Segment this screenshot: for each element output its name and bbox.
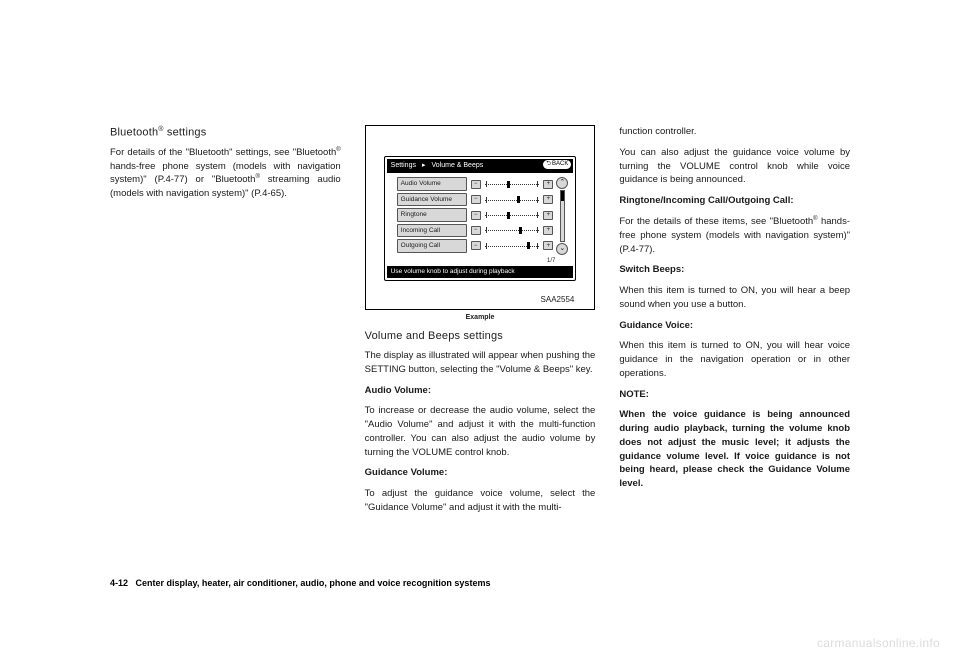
- menu-row: Audio Volume− +: [397, 177, 554, 190]
- scroll-up-button[interactable]: ⌃: [556, 177, 568, 189]
- column-1: Bluetooth® settings For details of the "…: [110, 125, 341, 565]
- menu-item-label[interactable]: Outgoing Call: [397, 239, 467, 252]
- increase-button[interactable]: +: [543, 211, 553, 220]
- audio-volume-body: To increase or decrease the audio volume…: [365, 404, 596, 459]
- scroll-down-button[interactable]: ⌄: [556, 243, 568, 255]
- menu-item-label[interactable]: Ringtone: [397, 208, 467, 221]
- bluetooth-settings-heading: Bluetooth® settings: [110, 125, 341, 142]
- watermark: carmanualsonline.info: [817, 636, 940, 650]
- back-button[interactable]: ⮌BACK: [543, 160, 571, 169]
- slider-track[interactable]: [485, 241, 540, 250]
- increase-button[interactable]: +: [543, 226, 553, 235]
- menu-rows: Audio Volume−+Guidance Volume−+Ringtone−…: [397, 177, 554, 254]
- slider-track[interactable]: [485, 226, 540, 235]
- back-arrow-icon: ⮌: [546, 160, 551, 169]
- menu-row: Incoming Call− +: [397, 224, 554, 237]
- menu-row: Outgoing Call− +: [397, 239, 554, 252]
- guidance-volume-cont2: You can also adjust the guidance voice v…: [619, 146, 850, 187]
- increase-button[interactable]: +: [543, 195, 553, 204]
- slider-thumb[interactable]: [517, 196, 520, 203]
- switch-beeps-body: When this item is turned to ON, you will…: [619, 284, 850, 312]
- slider-thumb[interactable]: [527, 242, 530, 249]
- figure-code: SAA2554: [541, 294, 575, 306]
- menu-row: Ringtone− +: [397, 208, 554, 221]
- increase-button[interactable]: +: [543, 180, 553, 189]
- menu-item-label[interactable]: Guidance Volume: [397, 193, 467, 206]
- heading-text: Bluetooth: [110, 127, 158, 139]
- menu-item-label[interactable]: Audio Volume: [397, 177, 467, 190]
- slider-thumb[interactable]: [507, 181, 510, 188]
- guidance-voice-body: When this item is turned to ON, you will…: [619, 339, 850, 380]
- decrease-button[interactable]: −: [471, 180, 481, 189]
- slider-thumb[interactable]: [507, 212, 510, 219]
- decrease-button[interactable]: −: [471, 211, 481, 220]
- bluetooth-settings-body: For details of the "Bluetooth" settings,…: [110, 146, 341, 201]
- menu-row: Guidance Volume− +: [397, 193, 554, 206]
- menu-body: Audio Volume−+Guidance Volume−+Ringtone−…: [387, 173, 574, 256]
- guidance-volume-cont: function controller.: [619, 125, 850, 139]
- breadcrumb-sep-icon: ▸: [422, 161, 426, 171]
- page-footer: 4-12 Center display, heater, air conditi…: [110, 578, 490, 588]
- slider-track[interactable]: [485, 195, 540, 204]
- column-3: function controller. You can also adjust…: [619, 125, 850, 565]
- screen-footer-hint: Use volume knob to adjust during playbac…: [387, 266, 574, 277]
- guidance-volume-body: To adjust the guidance voice volume, sel…: [365, 487, 596, 515]
- note-body: When the voice guidance is being announc…: [619, 408, 850, 491]
- audio-volume-heading: Audio Volume:: [365, 384, 596, 398]
- slider-thumb[interactable]: [519, 227, 522, 234]
- slider-track[interactable]: [485, 180, 540, 189]
- settings-screenshot-figure: Settings ▸ Volume & Beeps ⮌BACK Audio Vo…: [365, 125, 596, 310]
- breadcrumb-settings: Settings: [391, 161, 416, 171]
- volume-beeps-intro: The display as illustrated will appear w…: [365, 349, 596, 377]
- settings-screen: Settings ▸ Volume & Beeps ⮌BACK Audio Vo…: [384, 156, 577, 280]
- decrease-button[interactable]: −: [471, 226, 481, 235]
- figure-caption: Example: [365, 313, 596, 323]
- switch-beeps-heading: Switch Beeps:: [619, 263, 850, 277]
- page-footer-title: Center display, heater, air conditioner,…: [136, 578, 491, 588]
- scroll-bar[interactable]: [560, 190, 565, 241]
- ringtone-body: For the details of these items, see "Blu…: [619, 215, 850, 256]
- decrease-button[interactable]: −: [471, 241, 481, 250]
- column-2: Settings ▸ Volume & Beeps ⮌BACK Audio Vo…: [365, 125, 596, 565]
- scroll-column: ⌃ ⌄: [555, 177, 569, 254]
- screen-breadcrumb-bar: Settings ▸ Volume & Beeps ⮌BACK: [387, 159, 574, 173]
- slider-track[interactable]: [485, 211, 540, 220]
- ringtone-heading: Ringtone/Incoming Call/Outgoing Call:: [619, 194, 850, 208]
- guidance-volume-heading: Guidance Volume:: [365, 466, 596, 480]
- menu-item-label[interactable]: Incoming Call: [397, 224, 467, 237]
- heading-tail: settings: [164, 127, 207, 139]
- back-label: BACK: [552, 160, 568, 169]
- page-counter: 1/7: [387, 257, 574, 267]
- breadcrumb-volume-beeps: Volume & Beeps: [431, 161, 483, 171]
- guidance-voice-heading: Guidance Voice:: [619, 319, 850, 333]
- note-heading: NOTE:: [619, 388, 850, 402]
- increase-button[interactable]: +: [543, 241, 553, 250]
- page-number: 4-12: [110, 578, 128, 588]
- decrease-button[interactable]: −: [471, 195, 481, 204]
- volume-beeps-heading: Volume and Beeps settings: [365, 329, 596, 345]
